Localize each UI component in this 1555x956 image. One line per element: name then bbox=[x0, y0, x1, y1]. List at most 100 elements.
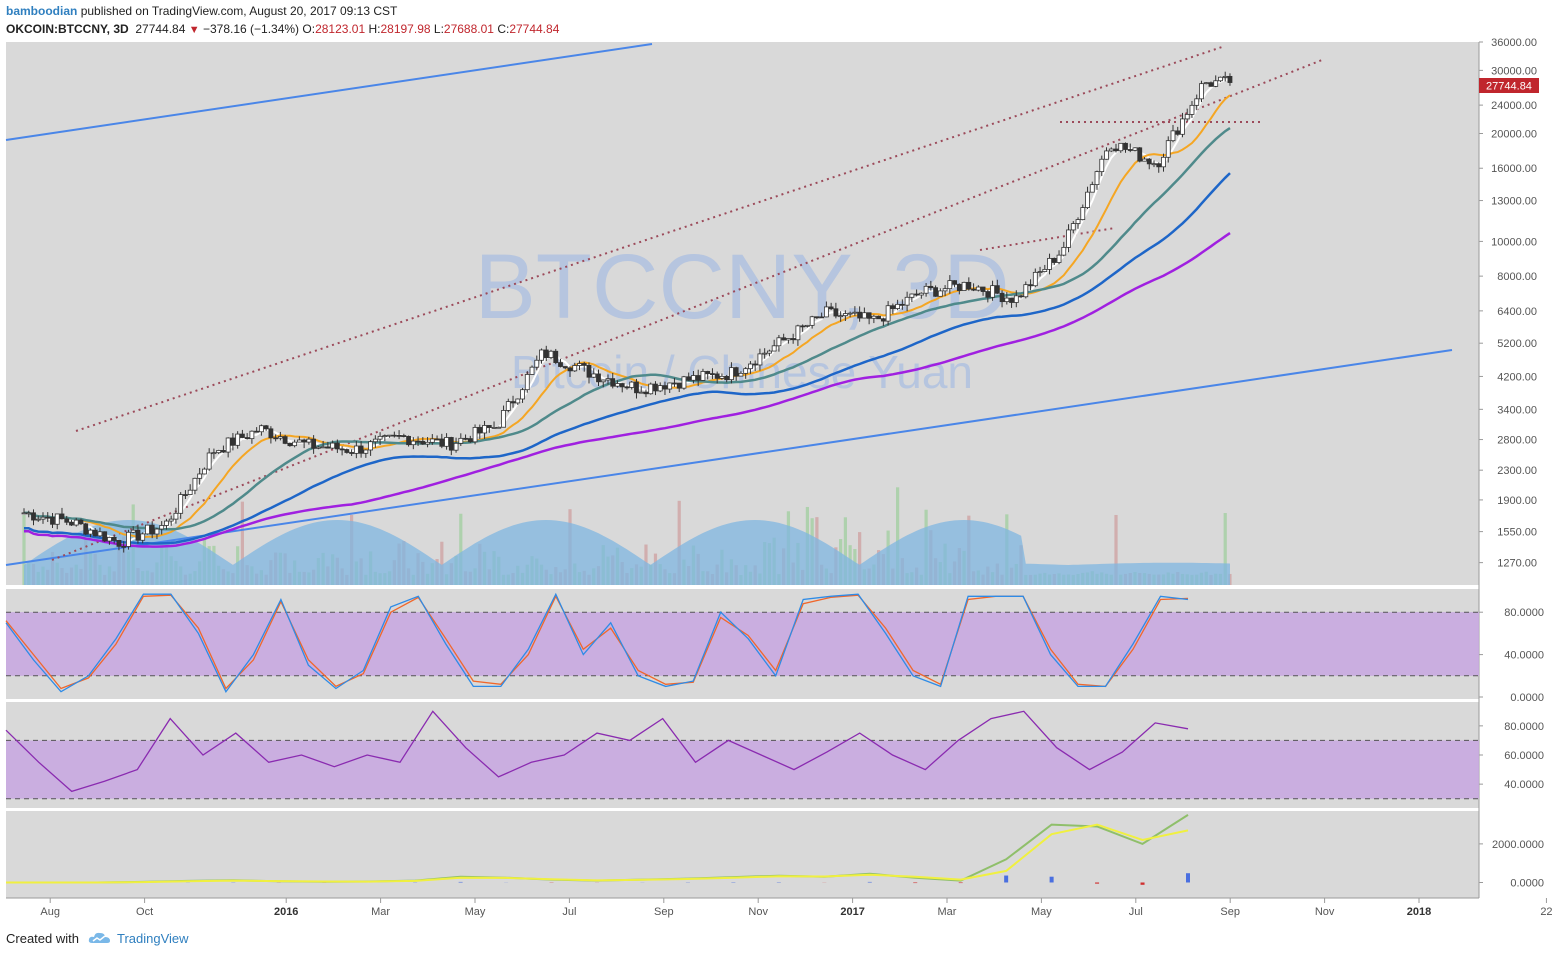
candle-body bbox=[629, 381, 635, 388]
candle-body bbox=[168, 518, 174, 522]
low-label: L: bbox=[433, 22, 444, 36]
candle-body bbox=[714, 373, 720, 379]
osc-tick-label: 2000.0000 bbox=[1492, 839, 1544, 851]
price-tick-label: 1270.00 bbox=[1497, 558, 1537, 570]
candle-body bbox=[952, 280, 957, 285]
candle-body bbox=[1070, 223, 1076, 231]
candle-body bbox=[358, 445, 364, 454]
candle-body bbox=[719, 375, 725, 379]
candle-body bbox=[135, 529, 141, 541]
candle-body bbox=[985, 291, 991, 298]
candle-body bbox=[1089, 184, 1095, 193]
macd-pane[interactable] bbox=[6, 811, 1479, 898]
candle-body bbox=[909, 293, 915, 298]
candle-body bbox=[1156, 163, 1162, 168]
candle-body bbox=[961, 281, 967, 291]
candle-body bbox=[914, 293, 920, 296]
candle-body bbox=[415, 440, 421, 443]
tradingview-brand[interactable]: TradingView bbox=[117, 931, 189, 946]
candle-body bbox=[681, 376, 687, 389]
osc-tick-label: 40.0000 bbox=[1504, 650, 1544, 662]
candle-body bbox=[301, 439, 307, 443]
candle-body bbox=[567, 367, 573, 372]
candle-body bbox=[482, 425, 487, 434]
candle-body bbox=[823, 306, 829, 318]
macd bbox=[6, 814, 1190, 885]
candle-body bbox=[187, 489, 193, 495]
stoch-axis[interactable]: 80.0000 40.0000 0.0000 bbox=[1479, 607, 1544, 704]
candle-body bbox=[520, 389, 525, 400]
candle-body bbox=[282, 436, 288, 444]
candle-body bbox=[1218, 76, 1223, 82]
osc-tick-label: 80.0000 bbox=[1504, 721, 1544, 733]
time-tick-label: Sep bbox=[654, 906, 674, 918]
macd-axis[interactable]: 2000.0000 0.0000 bbox=[1479, 839, 1544, 890]
candle-body bbox=[757, 353, 763, 366]
candle-body bbox=[572, 365, 578, 372]
candle-body bbox=[83, 523, 89, 535]
macd-histogram-bar bbox=[458, 881, 463, 883]
price-tick-label: 4200.00 bbox=[1497, 371, 1537, 383]
time-axis[interactable]: Aug Oct 2016 Mar May Jul Sep Nov 2017 Mar May Jul Se… bbox=[40, 898, 1553, 918]
volume-bar bbox=[440, 541, 444, 585]
time-tick-label: May bbox=[1031, 906, 1052, 918]
candle-body bbox=[691, 375, 696, 381]
candle-body bbox=[140, 533, 146, 541]
volume-bar bbox=[1223, 513, 1227, 585]
price-tick-label: 16000.00 bbox=[1491, 163, 1537, 175]
open-value: 28123.01 bbox=[315, 22, 366, 36]
candle-body bbox=[999, 292, 1005, 303]
candle-body bbox=[809, 316, 815, 326]
candle-body bbox=[857, 311, 863, 319]
candle-body bbox=[425, 441, 430, 445]
candle-body bbox=[686, 376, 692, 381]
candle-body bbox=[767, 350, 772, 354]
chart-canvas[interactable]: BTCCNY, 3D Bitcoin / Chinese Yuan 36000.… bbox=[0, 0, 1555, 920]
candle-body bbox=[899, 303, 905, 306]
price-tick-label: 1550.00 bbox=[1497, 527, 1537, 539]
lower-trend-line[interactable] bbox=[5, 349, 1453, 566]
candle-body bbox=[771, 345, 777, 352]
macd-histogram-bar bbox=[913, 882, 918, 884]
candle-body bbox=[102, 531, 108, 542]
candle-body bbox=[672, 382, 677, 385]
upper-trend-line[interactable] bbox=[5, 43, 653, 141]
candle-body bbox=[1018, 295, 1024, 298]
price-tick-label: 36000.00 bbox=[1491, 37, 1537, 49]
rsi-axis[interactable]: 80.0000 60.0000 40.0000 bbox=[1479, 721, 1544, 791]
price-axis[interactable]: 36000.00 30000.00 24000.00 20000.00 16000.00… bbox=[1479, 37, 1537, 570]
candle-body bbox=[1032, 271, 1038, 287]
candle-body bbox=[258, 425, 264, 433]
price-pane[interactable] bbox=[6, 42, 1479, 585]
candle-body bbox=[1080, 207, 1086, 220]
high-label: H: bbox=[368, 22, 381, 36]
author-name[interactable]: bamboodian bbox=[6, 4, 78, 18]
candle-body bbox=[311, 438, 317, 449]
volume-bar bbox=[858, 532, 862, 585]
down-arrow-icon: ▼ bbox=[188, 24, 200, 36]
candle-body bbox=[762, 352, 768, 355]
candle-body bbox=[88, 529, 93, 535]
price-change: −378.16 (−1.34%) bbox=[202, 22, 300, 36]
candle-body bbox=[828, 306, 834, 310]
candle-body bbox=[923, 285, 929, 294]
tradingview-cloud-icon[interactable] bbox=[88, 930, 112, 946]
candle-body bbox=[933, 287, 938, 297]
candle-body bbox=[263, 425, 269, 430]
candle-body bbox=[695, 375, 701, 381]
candle-body bbox=[1227, 75, 1233, 83]
candle-body bbox=[363, 449, 369, 454]
candle-body bbox=[553, 350, 559, 363]
candle-body bbox=[852, 311, 858, 314]
macd-histogram-bar bbox=[1004, 875, 1009, 883]
price-tick-label: 30000.00 bbox=[1491, 65, 1537, 77]
candle-body bbox=[1108, 148, 1114, 152]
candle-body bbox=[40, 516, 46, 520]
candle-body bbox=[111, 536, 117, 541]
oscillator-band bbox=[6, 740, 1479, 799]
candle-body bbox=[54, 513, 60, 525]
candle-body bbox=[505, 401, 511, 411]
candle-body bbox=[377, 435, 383, 440]
oscillator-band bbox=[6, 612, 1479, 676]
candle-body bbox=[107, 536, 112, 542]
